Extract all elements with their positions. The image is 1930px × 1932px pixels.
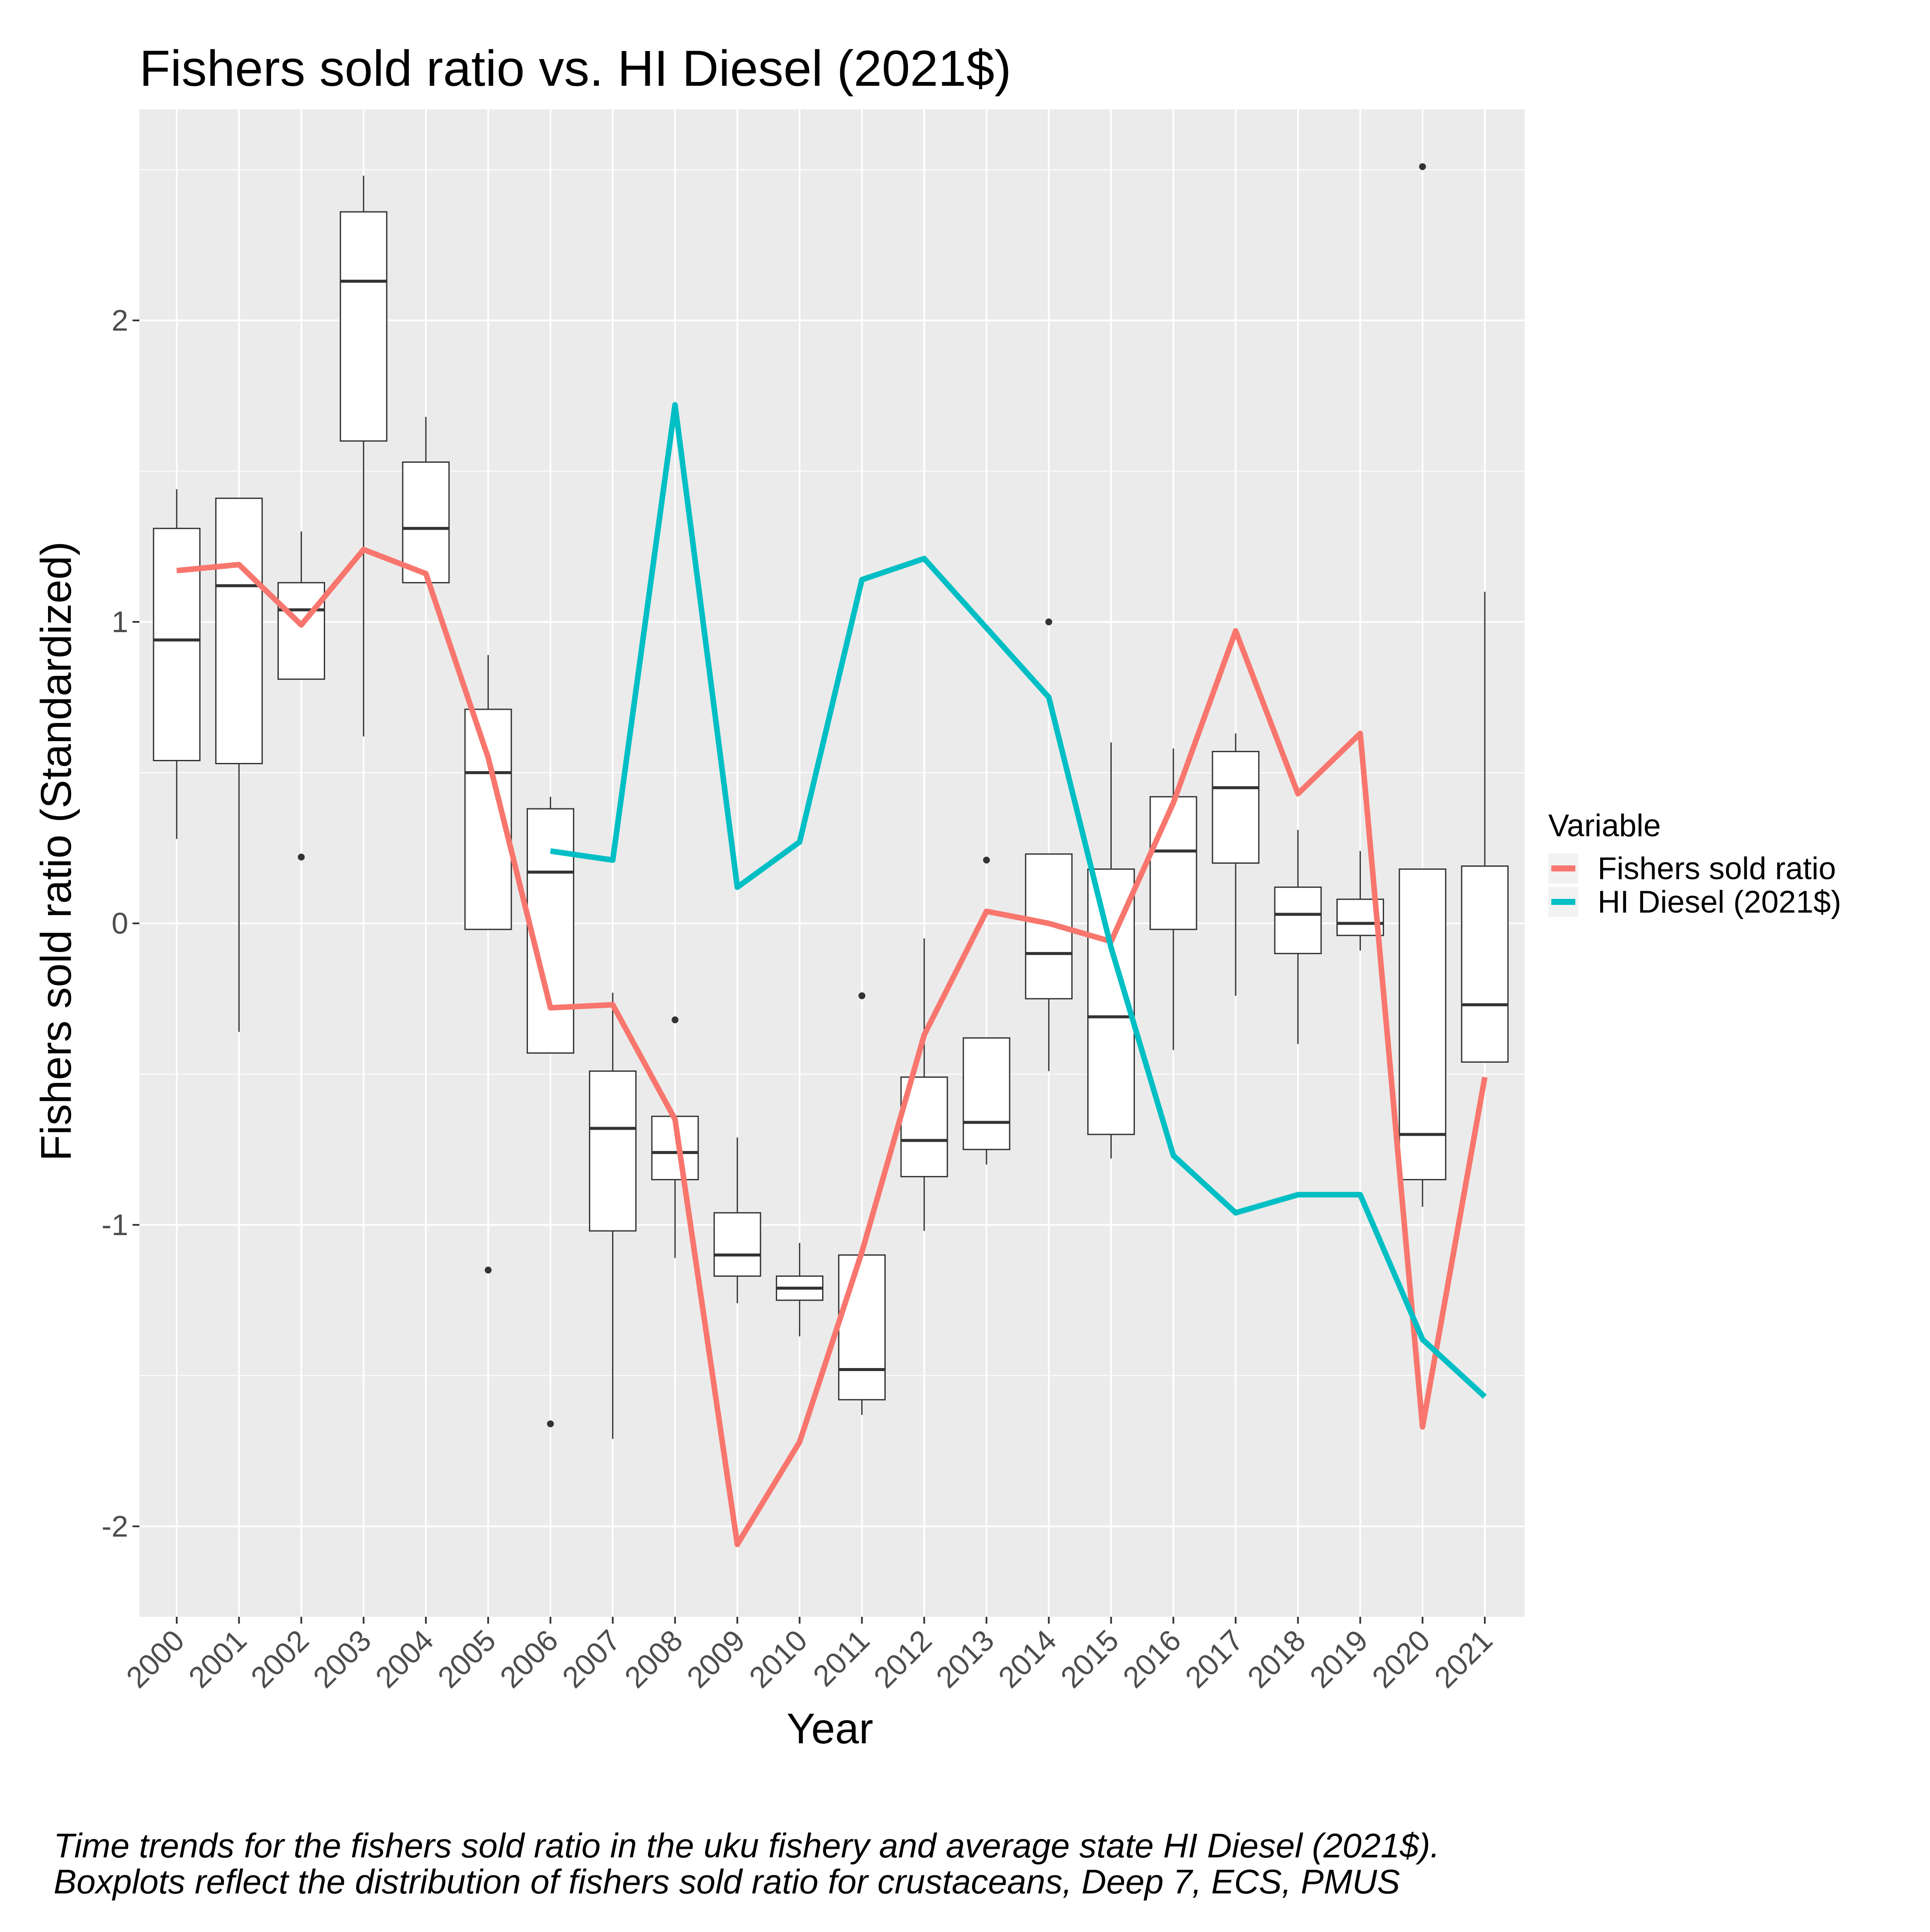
plot-area: -2-1012200020012002200320042005200620072… — [102, 109, 1525, 1694]
box-2007 — [589, 1070, 637, 1232]
box-2006 — [526, 808, 574, 1054]
y-tick-label: -1 — [102, 1208, 128, 1242]
y-tick-label: -2 — [102, 1510, 128, 1543]
box-2016 — [1149, 796, 1197, 930]
box-2021 — [1461, 865, 1509, 1063]
caption-line-2: Boxplots reflect the distribution of fis… — [54, 1863, 1400, 1901]
y-tick-label: 0 — [112, 907, 128, 940]
box-2004 — [402, 461, 450, 584]
box-2009 — [713, 1212, 761, 1277]
box-outlier — [1045, 618, 1052, 626]
legend-title: Variable — [1548, 808, 1661, 843]
box-outlier — [671, 1016, 679, 1024]
legend: Variable Fishers sold ratio HI Diesel (2… — [1548, 808, 1841, 919]
box-outlier — [547, 1420, 554, 1428]
box-2013 — [962, 1037, 1010, 1150]
x-axis-title: Year — [787, 1705, 873, 1753]
box-outlier — [983, 856, 990, 864]
box-2017 — [1212, 750, 1260, 864]
series-line-fishers-sold-ratio — [176, 546, 1488, 1547]
box-outlier — [485, 1266, 492, 1274]
box-outlier — [298, 853, 305, 861]
box-2003 — [340, 211, 388, 442]
box-2002 — [277, 582, 325, 680]
legend-label-fishers-sold-ratio: Fishers sold ratio — [1598, 851, 1836, 886]
box-2001 — [215, 497, 263, 765]
y-tick-label: 2 — [112, 304, 128, 337]
y-axis-title: Fishers sold ratio (Standardized) — [32, 541, 80, 1161]
legend-label-hi-diesel: HI Diesel (2021$) — [1598, 885, 1841, 919]
box-2011 — [838, 1254, 886, 1401]
box-2018 — [1274, 886, 1322, 954]
box-2000 — [153, 527, 201, 761]
y-tick-label: 1 — [112, 605, 128, 639]
series-line-hi-diesel — [550, 402, 1487, 1399]
caption-line-1: Time trends for the fishers sold ratio i… — [54, 1827, 1440, 1865]
box-outlier — [858, 992, 865, 999]
box-2020 — [1399, 868, 1447, 1181]
box-outlier — [1419, 163, 1426, 170]
chart-title: Fishers sold ratio vs. HI Diesel (2021$) — [139, 40, 1011, 97]
